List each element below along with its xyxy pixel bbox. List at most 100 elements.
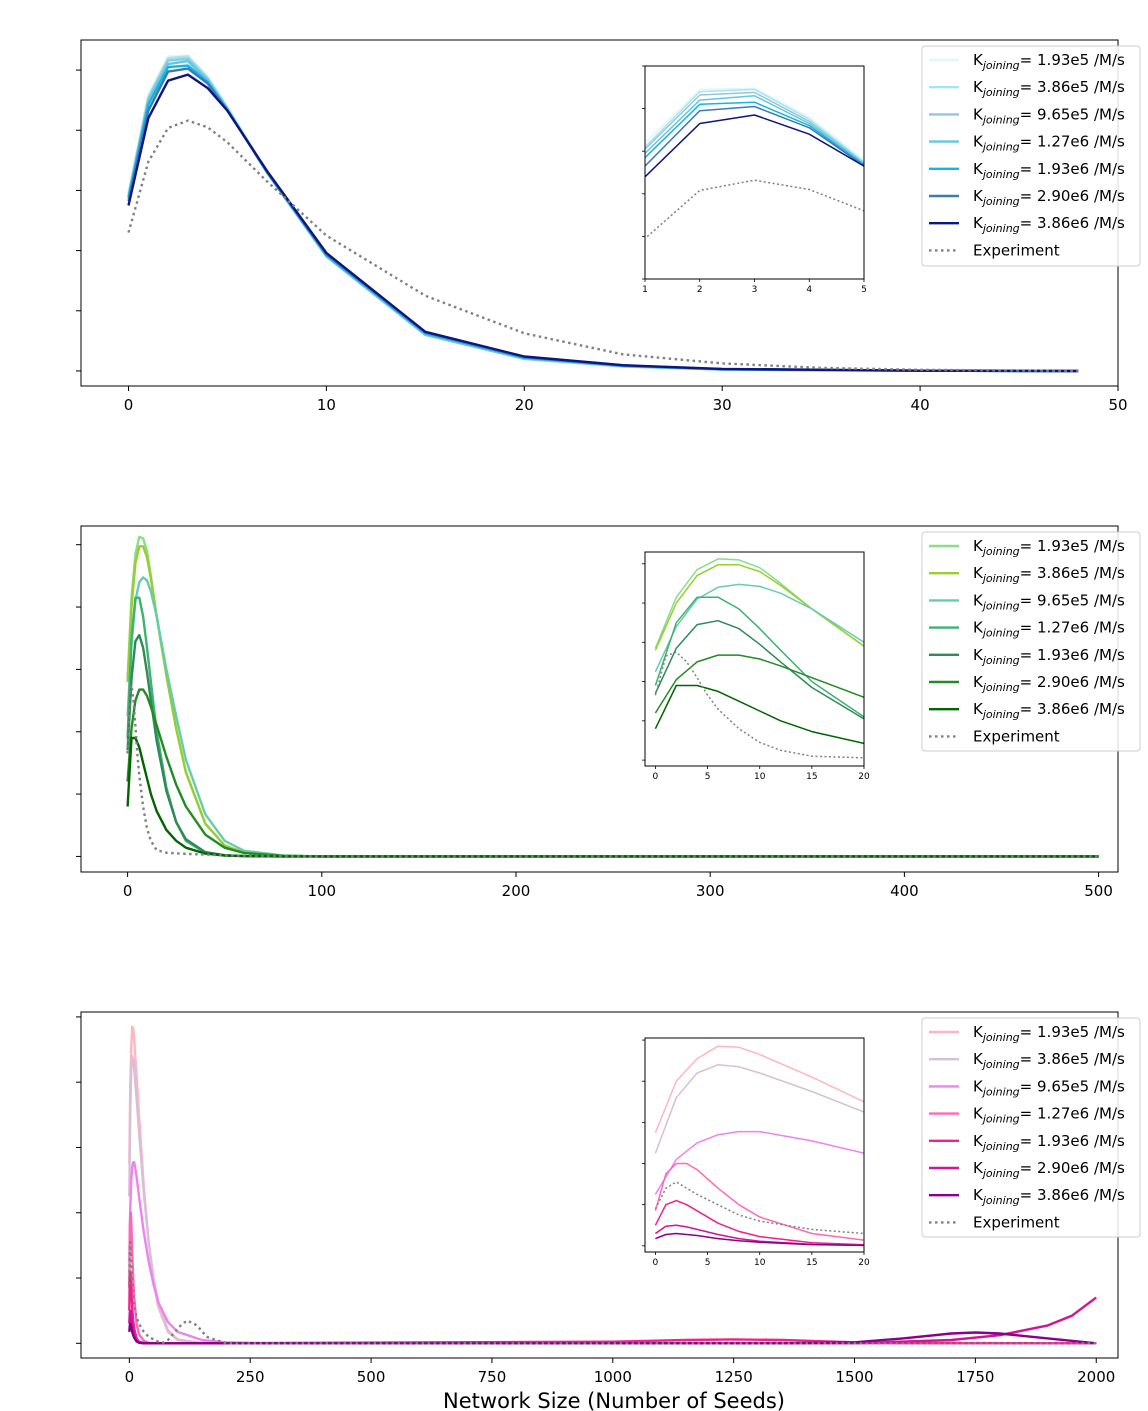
x-tick-label: 400 bbox=[890, 882, 919, 900]
legend-eq: = bbox=[1020, 1159, 1037, 1177]
legend-k: K bbox=[973, 1050, 984, 1068]
legend-label: Kjoining= 1.93e6 /M/s bbox=[973, 160, 1125, 181]
legend-subscript: joining bbox=[981, 1058, 1020, 1071]
legend-item: Kjoining= 1.27e6 /M/s bbox=[929, 619, 1125, 640]
legend-eq: = bbox=[1020, 700, 1037, 718]
legend-unit: /M/s bbox=[1089, 646, 1125, 664]
legend-eq: = bbox=[1020, 1077, 1037, 1095]
legend-subscript: joining bbox=[981, 1085, 1020, 1098]
legend-unit: /M/s bbox=[1089, 700, 1125, 718]
legend-value: 2.90e6 bbox=[1037, 673, 1089, 691]
inset-series-line bbox=[654, 583, 864, 673]
legend-k: K bbox=[973, 591, 984, 609]
inset-series-line bbox=[645, 91, 864, 165]
series-line bbox=[126, 683, 1099, 858]
legend-k: K bbox=[973, 564, 984, 582]
x-tick-label: 750 bbox=[478, 1368, 507, 1386]
legend-item: Kjoining= 9.65e5 /M/s bbox=[929, 105, 1125, 126]
x-tick-label: 1750 bbox=[956, 1368, 994, 1386]
x-tick-label: 1250 bbox=[715, 1368, 753, 1386]
inset-frame bbox=[644, 1037, 865, 1253]
legend-eq: = bbox=[1020, 619, 1037, 637]
legend-item: Kjoining= 1.93e5 /M/s bbox=[929, 51, 1125, 72]
legend-value: 1.27e6 bbox=[1037, 133, 1089, 151]
legend-unit: /M/s bbox=[1089, 1023, 1125, 1041]
legend-item: Kjoining= 3.86e6 /M/s bbox=[929, 700, 1125, 721]
legend-k: K bbox=[973, 214, 984, 232]
legend-k: K bbox=[973, 673, 984, 691]
legend-box bbox=[921, 45, 1141, 267]
x-tick-label: 50 bbox=[1108, 396, 1127, 414]
legend-box bbox=[921, 1017, 1141, 1238]
legend-eq: = bbox=[1020, 160, 1037, 178]
x-tick-label: 100 bbox=[307, 882, 336, 900]
series-line bbox=[128, 1296, 1097, 1345]
x-tick-label: 1500 bbox=[835, 1368, 873, 1386]
legend-unit: /M/s bbox=[1089, 187, 1125, 205]
legend-unit: /M/s bbox=[1089, 564, 1125, 582]
legend-item: Kjoining= 2.90e6 /M/s bbox=[929, 673, 1125, 694]
legend-item: Kjoining= 3.86e5 /M/s bbox=[929, 1050, 1125, 1071]
legend-value: 2.90e6 bbox=[1037, 187, 1089, 205]
inset-series-line bbox=[645, 95, 864, 165]
x-tick-label: 0 bbox=[123, 882, 133, 900]
inset-x-tick-label: 0 bbox=[653, 1258, 659, 1268]
legend-eq: = bbox=[1020, 133, 1037, 151]
legend-value: 1.93e6 bbox=[1037, 646, 1089, 664]
legend-unit: /M/s bbox=[1089, 214, 1125, 232]
legend-subscript: joining bbox=[981, 59, 1020, 72]
legend-subscript: joining bbox=[981, 1167, 1020, 1180]
legend-eq: = bbox=[1020, 564, 1037, 582]
x-tick-label: 1000 bbox=[594, 1368, 632, 1386]
series-line bbox=[126, 736, 1099, 858]
legend-value: 1.93e5 bbox=[1037, 1023, 1089, 1041]
legend-item: Kjoining= 3.86e6 /M/s bbox=[929, 214, 1125, 235]
legend-item: Kjoining= 1.93e5 /M/s bbox=[929, 1023, 1125, 1044]
legend-value: 3.86e6 bbox=[1037, 214, 1089, 232]
legend-k: K bbox=[973, 51, 984, 69]
legend-eq: = bbox=[1020, 1050, 1037, 1068]
legend-unit: /M/s bbox=[1089, 619, 1125, 637]
legend-label: Kjoining= 1.93e5 /M/s bbox=[973, 1023, 1125, 1044]
x-tick-label: 30 bbox=[713, 396, 732, 414]
legend-k: K bbox=[973, 700, 984, 718]
legend-subscript: joining bbox=[981, 627, 1020, 640]
legend-item: Kjoining= 1.27e6 /M/s bbox=[929, 1105, 1125, 1126]
legend-unit: /M/s bbox=[1089, 591, 1125, 609]
legend-unit: /M/s bbox=[1089, 1159, 1125, 1177]
inset-series-line bbox=[654, 619, 864, 720]
inset-series-line bbox=[645, 101, 864, 166]
series-line bbox=[127, 73, 1079, 373]
legend-k: K bbox=[973, 133, 984, 151]
series-group bbox=[126, 535, 1099, 858]
x-tick-label: 250 bbox=[236, 1368, 265, 1386]
legend-label: Kjoining= 3.86e6 /M/s bbox=[973, 214, 1125, 235]
inset-series-line bbox=[654, 1181, 864, 1235]
inset-background bbox=[645, 66, 864, 279]
legend-unit: /M/s bbox=[1089, 105, 1125, 123]
legend-subscript: joining bbox=[981, 222, 1020, 235]
legend-unit: /M/s bbox=[1089, 133, 1125, 151]
legend-k: K bbox=[973, 187, 984, 205]
legend-label: Kjoining= 1.93e5 /M/s bbox=[973, 537, 1125, 558]
legend-eq: = bbox=[1020, 1023, 1037, 1041]
legend-k: K bbox=[973, 619, 984, 637]
x-tick-label: 10 bbox=[317, 396, 336, 414]
legend-subscript: joining bbox=[981, 86, 1020, 99]
inset-x-tick-label: 2 bbox=[697, 285, 703, 295]
legend-value: 3.86e6 bbox=[1037, 1186, 1089, 1204]
legend-eq: = bbox=[1020, 1132, 1037, 1150]
inset-series-line bbox=[654, 596, 864, 718]
legend-label: Kjoining= 1.27e6 /M/s bbox=[973, 133, 1125, 154]
legend-label: Kjoining= 1.93e5 /M/s bbox=[973, 51, 1125, 72]
inset-series-line bbox=[654, 1130, 864, 1195]
inset-x-tick-label: 4 bbox=[806, 285, 812, 295]
legend-subscript: joining bbox=[981, 545, 1020, 558]
inset-x-tick-label: 3 bbox=[752, 285, 758, 295]
inset-series-group bbox=[654, 558, 864, 759]
legend-unit: /M/s bbox=[1089, 1132, 1125, 1150]
inset-x-tick-label: 20 bbox=[858, 1258, 870, 1268]
legend-item: Experiment bbox=[929, 727, 1060, 745]
